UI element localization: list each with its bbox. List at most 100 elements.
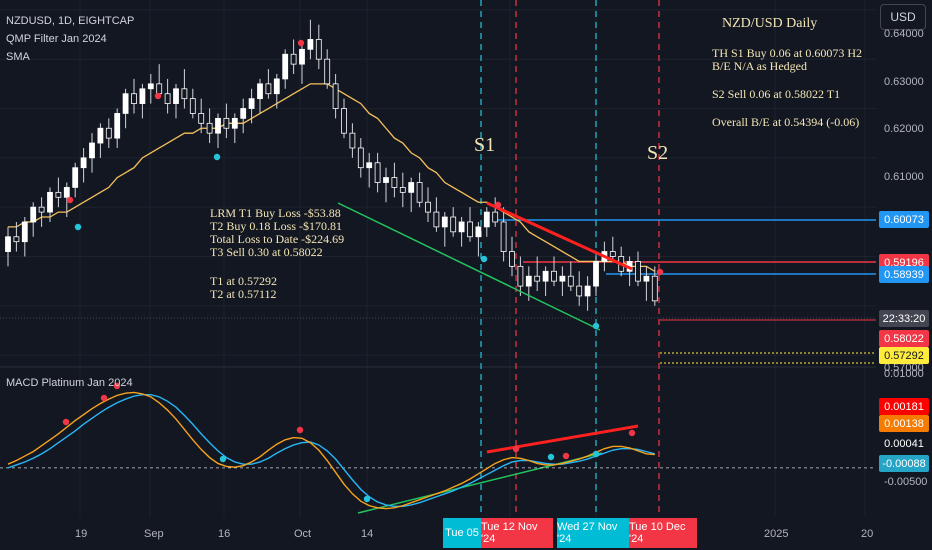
- candle: [13, 221, 20, 252]
- candle-body: [315, 39, 322, 60]
- note-th-s1: TH S1 Buy 0.06 at 0.60073 H2 B/E N/A as …: [712, 46, 862, 73]
- price-axis-tick: -0.00500: [884, 476, 928, 488]
- candle-body: [450, 216, 457, 233]
- time-axis-tick: 14: [361, 528, 374, 540]
- macd-signal-dot: [100, 394, 108, 402]
- signal-dot: [480, 255, 488, 263]
- candle: [542, 266, 549, 296]
- candle-body: [131, 93, 137, 104]
- time-axis-tick: 2025: [764, 528, 789, 540]
- candle: [315, 24, 322, 70]
- label-s1: S1: [474, 134, 496, 156]
- macd-signal-dot: [512, 445, 520, 453]
- candle-body: [383, 177, 389, 183]
- candle: [584, 276, 591, 311]
- candle: [164, 78, 171, 114]
- candle-body: [156, 83, 163, 95]
- candle: [551, 256, 557, 287]
- candle-body: [391, 177, 398, 188]
- candle-body: [257, 83, 263, 100]
- candle-body: [240, 108, 247, 119]
- candle: [609, 236, 616, 262]
- candle-body: [635, 261, 641, 282]
- candle: [509, 236, 515, 277]
- candle-body: [576, 285, 583, 297]
- candle: [458, 217, 465, 247]
- candle-body: [643, 275, 650, 282]
- label-s2: S2: [647, 142, 669, 164]
- candle-body: [206, 122, 213, 134]
- note-targets: T1 at 0.57292 T2 at 0.57112: [210, 274, 277, 301]
- candle: [366, 152, 373, 188]
- signal-line: [7, 393, 655, 508]
- signal-dot: [213, 153, 221, 161]
- price-level-lines: [0, 219, 876, 364]
- candle-body: [114, 113, 121, 139]
- candle: [173, 83, 179, 119]
- red-trend-line: [486, 201, 633, 271]
- signal-dot: [592, 322, 600, 330]
- macd-signal-dot: [113, 382, 121, 390]
- candle: [576, 271, 583, 306]
- note-title: NZD/USD Daily: [722, 16, 818, 31]
- candle-body: [189, 98, 196, 114]
- indicator-qmp[interactable]: QMP Filter Jan 2024: [6, 33, 107, 45]
- candle: [341, 98, 347, 139]
- candle-body: [584, 285, 591, 297]
- symbol-line[interactable]: NZDUSD, 1D, EIGHTCAP: [6, 15, 135, 27]
- candle-body: [290, 53, 297, 65]
- candle-body: [651, 275, 658, 302]
- time-axis-tick: Sep: [144, 528, 164, 540]
- candle: [374, 152, 381, 193]
- candle-body: [559, 275, 566, 282]
- trend-lines[interactable]: [337, 201, 639, 514]
- candle: [215, 113, 221, 148]
- candle: [80, 147, 87, 183]
- macd-line: [7, 391, 655, 510]
- candle-body: [517, 265, 524, 287]
- candle-body: [231, 117, 238, 129]
- price-tag: 0.60073: [879, 211, 929, 228]
- candle: [441, 212, 448, 247]
- time-tag: Wed 27 Nov '24: [557, 518, 629, 548]
- price-tag: 0.58022: [879, 330, 929, 347]
- candle: [273, 73, 280, 109]
- candle: [223, 103, 230, 139]
- price-axis-tick: 0.01000: [884, 368, 924, 380]
- candle: [635, 251, 641, 287]
- candle-body: [5, 236, 11, 252]
- price-tag: -0.00088: [879, 455, 929, 472]
- candle-body: [72, 167, 79, 188]
- candle: [30, 202, 37, 237]
- indicator-sma[interactable]: SMA: [6, 51, 30, 63]
- macd-signal-dot: [296, 426, 304, 434]
- candle-body: [332, 83, 339, 109]
- candle-body: [366, 162, 373, 169]
- candle: [5, 226, 11, 267]
- candle: [189, 88, 196, 119]
- candles[interactable]: [5, 19, 658, 311]
- candle: [248, 88, 255, 124]
- candle: [357, 138, 364, 178]
- price-tag: 0.00181: [879, 398, 929, 415]
- time-axis-tick: 16: [218, 528, 231, 540]
- macd-pane[interactable]: [0, 382, 876, 510]
- candle: [122, 88, 129, 129]
- candle: [559, 266, 566, 296]
- candle-body: [13, 236, 20, 243]
- grid: [0, 0, 876, 517]
- candle-body: [38, 206, 45, 213]
- candle-body: [349, 132, 356, 149]
- signal-dot: [656, 268, 664, 276]
- candle: [55, 177, 62, 208]
- price-axis-tick: 0.63000: [884, 76, 924, 88]
- candle-body: [299, 48, 305, 65]
- candle: [147, 73, 154, 104]
- candle-body: [425, 201, 431, 213]
- currency-button[interactable]: USD: [880, 4, 926, 30]
- candle: [534, 256, 541, 292]
- macd-label[interactable]: MACD Platinum Jan 2024: [6, 377, 133, 389]
- candle-body: [265, 83, 272, 95]
- macd-signal-dot: [562, 452, 570, 460]
